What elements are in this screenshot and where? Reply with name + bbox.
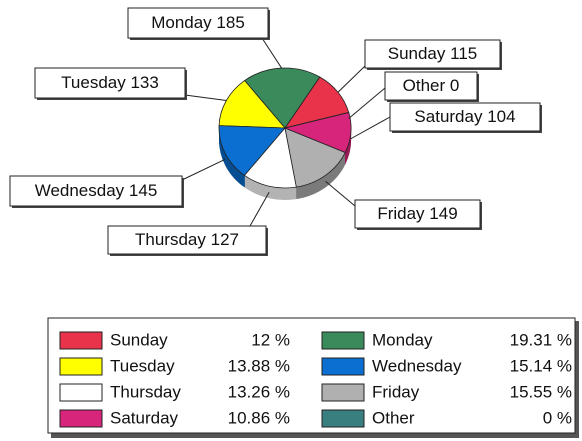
callout-box <box>34 67 186 99</box>
leader-line <box>181 158 226 181</box>
callout-label: Monday 185 <box>151 13 245 32</box>
slice <box>284 127 346 188</box>
leader-line <box>337 65 366 93</box>
callout-label: Saturday 104 <box>414 107 515 126</box>
callout-label: Other 0 <box>403 76 460 95</box>
callout-value: 0 <box>450 76 459 95</box>
callout-value: 104 <box>487 107 515 126</box>
slice <box>283 111 352 153</box>
callout-value: 145 <box>129 181 157 200</box>
callout-name: Tuesday <box>61 73 126 92</box>
callout-box <box>127 7 269 39</box>
legend-label: Other <box>372 408 415 427</box>
legend-swatch <box>321 383 365 402</box>
legend-percent: 13.88 % <box>228 356 290 375</box>
legend-percent: 15.55 % <box>510 382 572 401</box>
callout-label: Sunday 115 <box>388 44 478 63</box>
legend-swatch <box>59 357 103 376</box>
legend-percent: 13.26 % <box>228 382 290 401</box>
callout-box <box>384 71 478 101</box>
callout-box <box>354 199 481 229</box>
callout-name: Other <box>403 76 446 95</box>
legend-percent: 15.14 % <box>510 356 572 375</box>
callout-name: Saturday <box>414 107 483 126</box>
legend-swatch <box>321 357 365 376</box>
slice <box>243 127 297 189</box>
callout-value: 115 <box>450 44 477 63</box>
callout-value: 185 <box>216 13 244 32</box>
callout-box <box>364 39 501 69</box>
callout-name: Monday <box>151 13 212 32</box>
callout-box <box>9 175 183 207</box>
leader-line <box>348 87 386 119</box>
legend-percent: 19.31 % <box>510 330 572 349</box>
callout-name: Thursday <box>135 230 206 249</box>
callout-value: 133 <box>130 73 158 92</box>
legend-swatch <box>59 331 103 350</box>
legend-label: Monday <box>372 330 433 349</box>
callout-label: Tuesday 133 <box>61 73 159 92</box>
legend-swatch <box>59 383 103 402</box>
callout-box <box>107 225 267 255</box>
legend-swatch <box>59 409 103 428</box>
legend-label: Wednesday <box>372 356 462 375</box>
callout-label: Thursday 127 <box>135 230 239 249</box>
legend-swatch <box>321 331 365 350</box>
callout-label: Friday 149 <box>377 204 457 223</box>
leader-line <box>325 180 356 207</box>
callout-name: Wednesday <box>35 181 125 200</box>
callout-name: Friday <box>377 204 425 223</box>
leader-line <box>261 37 282 69</box>
legend-box <box>47 317 576 434</box>
callout-label: Wednesday 145 <box>35 181 158 200</box>
callout-box <box>389 102 541 132</box>
legend-label: Saturday <box>110 408 179 427</box>
leader-line <box>350 116 391 140</box>
callout-name: Sunday <box>388 44 446 63</box>
slice <box>218 80 286 129</box>
legend-label: Tuesday <box>110 356 175 375</box>
slice <box>284 112 349 129</box>
callout-value: 127 <box>211 230 239 249</box>
slice <box>218 125 286 176</box>
legend-label: Sunday <box>110 330 168 349</box>
legend-label: Friday <box>372 382 420 401</box>
legend-swatch <box>321 409 365 428</box>
legend-percent: 0 % <box>543 408 572 427</box>
legend-percent: 12 % <box>251 330 290 349</box>
legend-label: Thursday <box>110 382 181 401</box>
leader-line <box>184 94 227 101</box>
legend-percent: 10.86 % <box>228 408 290 427</box>
leader-line <box>249 191 270 227</box>
callout-value: 149 <box>429 204 457 223</box>
